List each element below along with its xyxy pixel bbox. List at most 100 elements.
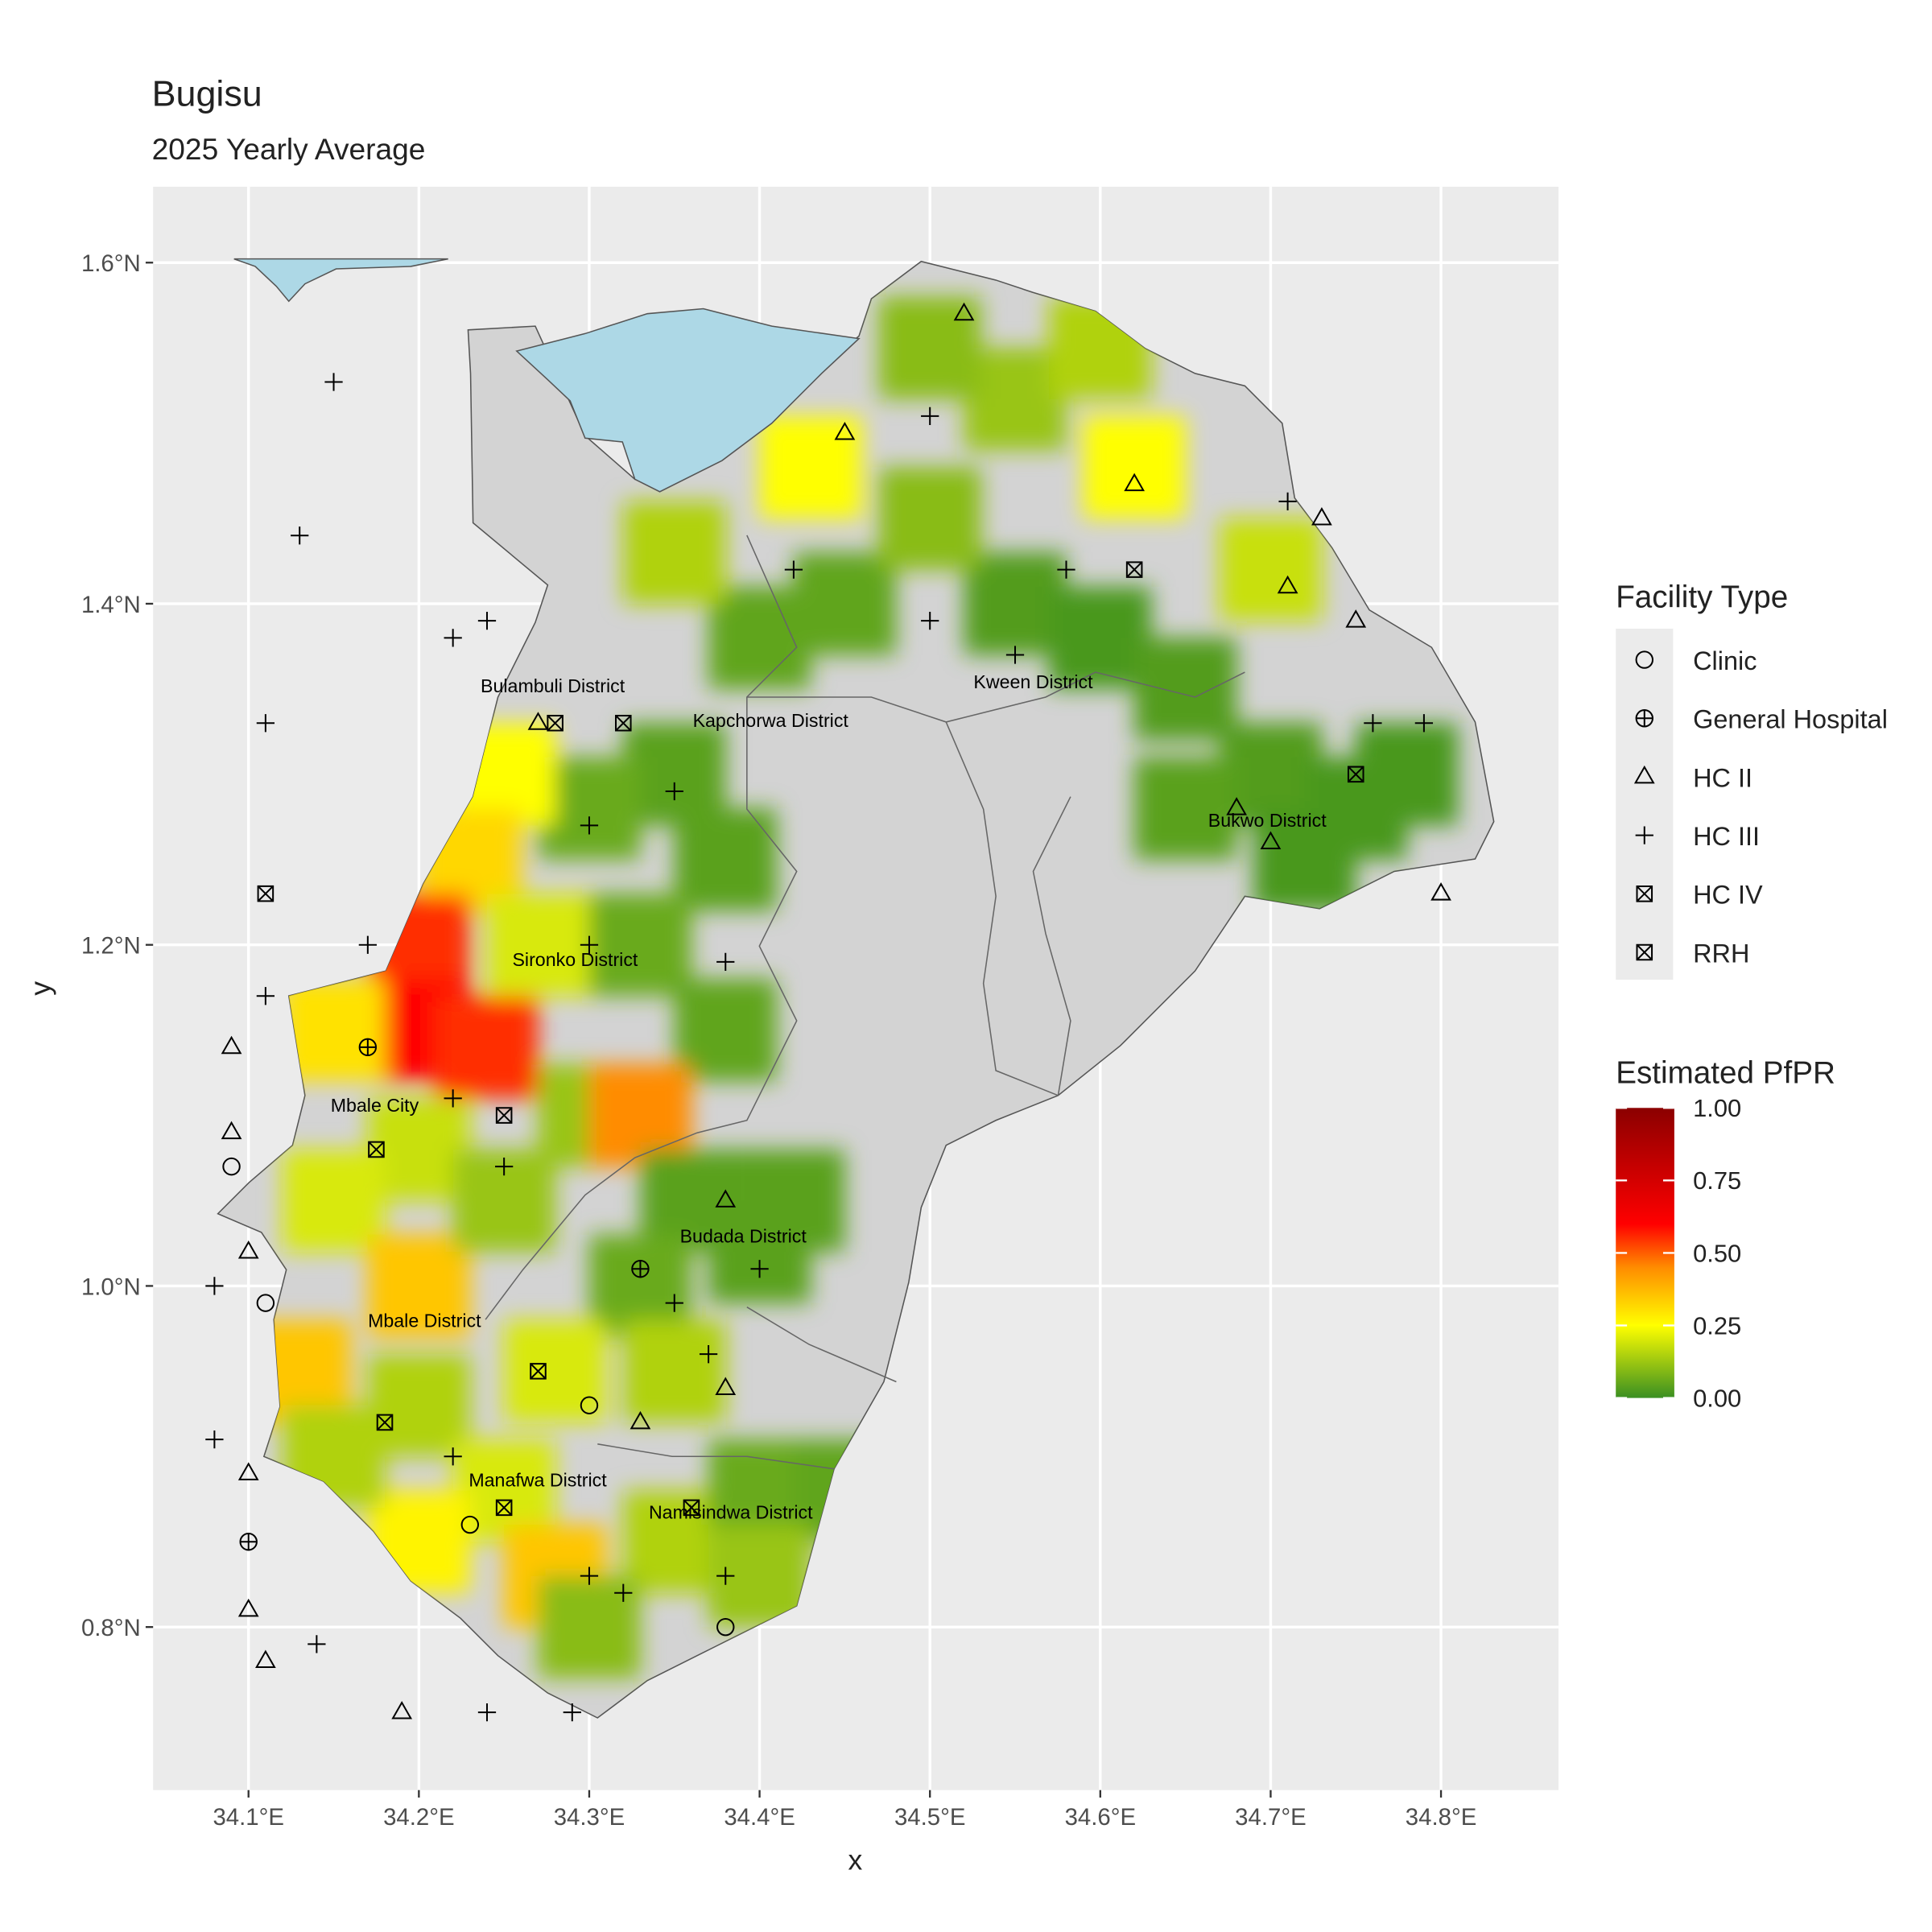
- x-tick-label: 34.8°E: [1406, 1804, 1477, 1831]
- hc2-marker: [1311, 506, 1332, 526]
- legend-label: General Hospital: [1693, 705, 1888, 734]
- hc3-marker: [921, 612, 939, 630]
- axes: 34.1°E 34.2°E 34.3°E 34.4°E 34.5°E 34.6°E 34.7…: [81, 250, 1476, 1831]
- pfpr-cell: [742, 1149, 845, 1253]
- x-tick-label: 34.2°E: [383, 1804, 455, 1831]
- colorbar-label: 0.25: [1693, 1311, 1741, 1340]
- pfpr-cell: [1219, 518, 1322, 621]
- pfpr-cell: [623, 501, 726, 604]
- title: Bugisu: [152, 72, 262, 114]
- clinic-marker: [716, 1617, 735, 1637]
- y-tick-label: 1.2°N: [81, 933, 141, 960]
- hc3-marker: [665, 1294, 683, 1312]
- clinic-marker: [222, 1157, 241, 1176]
- hc3-marker: [358, 935, 377, 954]
- hc3-marker: [580, 1567, 599, 1585]
- district-label: Namisindwa District: [649, 1502, 813, 1523]
- hc2-marker: [953, 302, 975, 321]
- lake: [515, 308, 861, 493]
- pfpr-cell: [964, 348, 1067, 451]
- hc3-marker: [256, 714, 275, 733]
- hc4-marker: [257, 885, 275, 902]
- hc3-marker: [1057, 560, 1075, 579]
- pfpr-cell: [793, 552, 896, 655]
- hc3-marker: [1414, 714, 1434, 733]
- hc2-marker: [1345, 609, 1367, 628]
- hc4-marker: [530, 1363, 547, 1380]
- boundary: [746, 1307, 897, 1383]
- district-label: Kapchorwa District: [693, 710, 849, 731]
- hc3-marker: [444, 629, 462, 647]
- district-label: Mbale District: [368, 1310, 481, 1331]
- lakes: [233, 258, 861, 493]
- legend-title: Facility Type: [1616, 580, 1788, 615]
- district-label: Kween District: [973, 671, 1093, 692]
- rrh-marker: [368, 1141, 385, 1158]
- hc4-marker: [547, 714, 564, 732]
- x-tick-label: 34.1°E: [213, 1804, 284, 1831]
- hc3-marker: [699, 1345, 718, 1364]
- district-label: Budada District: [680, 1225, 807, 1246]
- hc2-marker: [715, 1189, 737, 1208]
- pfpr-cell: [1134, 757, 1237, 860]
- hc2-marker: [237, 1598, 259, 1617]
- hc3-marker: [444, 1089, 462, 1108]
- hc2-marker: [221, 1121, 242, 1140]
- district-label: Bukwo District: [1208, 810, 1327, 831]
- hc3-marker: [921, 407, 939, 426]
- hc2-marker: [1260, 831, 1282, 850]
- x-tick-label: 34.3°E: [554, 1804, 625, 1831]
- hc4-marker: [614, 714, 632, 732]
- legend-key: [1635, 709, 1653, 728]
- hc2-marker: [1124, 473, 1146, 492]
- hc3-marker: [324, 373, 343, 391]
- hc4-marker: [376, 1414, 394, 1431]
- hc3-marker: [580, 935, 599, 954]
- pfpr-cell: [504, 1319, 607, 1422]
- pfpr-cell: [588, 894, 691, 997]
- hc2-marker: [527, 712, 549, 730]
- x-axis-title: x: [848, 1844, 862, 1876]
- hc3-marker: [665, 782, 683, 801]
- colorbar-label: 0.50: [1693, 1239, 1741, 1267]
- hc2-marker: [630, 1410, 651, 1430]
- hc3-marker: [477, 612, 497, 630]
- subtitle: 2025 Yearly Average: [152, 132, 426, 166]
- hc3-marker: [750, 1260, 769, 1278]
- hc4-marker: [495, 1107, 513, 1124]
- legend-key: [1636, 886, 1653, 902]
- hc3-marker: [444, 1447, 462, 1466]
- hc3-marker: [477, 1703, 497, 1722]
- pfpr-cell: [964, 552, 1067, 655]
- colorbar-label: 1.00: [1693, 1094, 1741, 1122]
- hc2-marker: [391, 1701, 413, 1719]
- hospital-marker: [358, 1038, 378, 1056]
- hc3-marker: [580, 816, 599, 835]
- pfpr-cell: [538, 1575, 641, 1678]
- pfpr-cell: [878, 296, 981, 399]
- clinic-marker: [256, 1294, 275, 1312]
- pfpr-cell: [1083, 415, 1186, 519]
- x-tick-label: 34.5°E: [894, 1804, 966, 1831]
- hc3-marker: [614, 1583, 633, 1602]
- hc4-marker: [495, 1499, 513, 1517]
- hc2-marker: [1430, 882, 1451, 901]
- district-label: Mbale City: [331, 1095, 419, 1116]
- y-tick-label: 1.4°N: [81, 592, 141, 618]
- boundary: [746, 671, 1245, 723]
- hospital-marker: [239, 1533, 258, 1551]
- hc3-marker: [256, 987, 275, 1005]
- boundary: [597, 1443, 835, 1470]
- district-label: Sironko District: [512, 949, 638, 970]
- facility-points: [205, 302, 1451, 1722]
- pfpr-cell: [283, 1149, 386, 1253]
- hc2-marker: [255, 1649, 276, 1668]
- pfpr-cell: [759, 415, 862, 519]
- legend-label: HC II: [1693, 763, 1752, 792]
- hc3-marker: [205, 1277, 224, 1295]
- legend: Clinic General Hospital HC II HC III HC IV RR…: [1633, 646, 1888, 968]
- legend-label: HC III: [1693, 822, 1760, 851]
- x-tick-label: 34.7°E: [1235, 1804, 1307, 1831]
- hc2-marker: [221, 1035, 242, 1055]
